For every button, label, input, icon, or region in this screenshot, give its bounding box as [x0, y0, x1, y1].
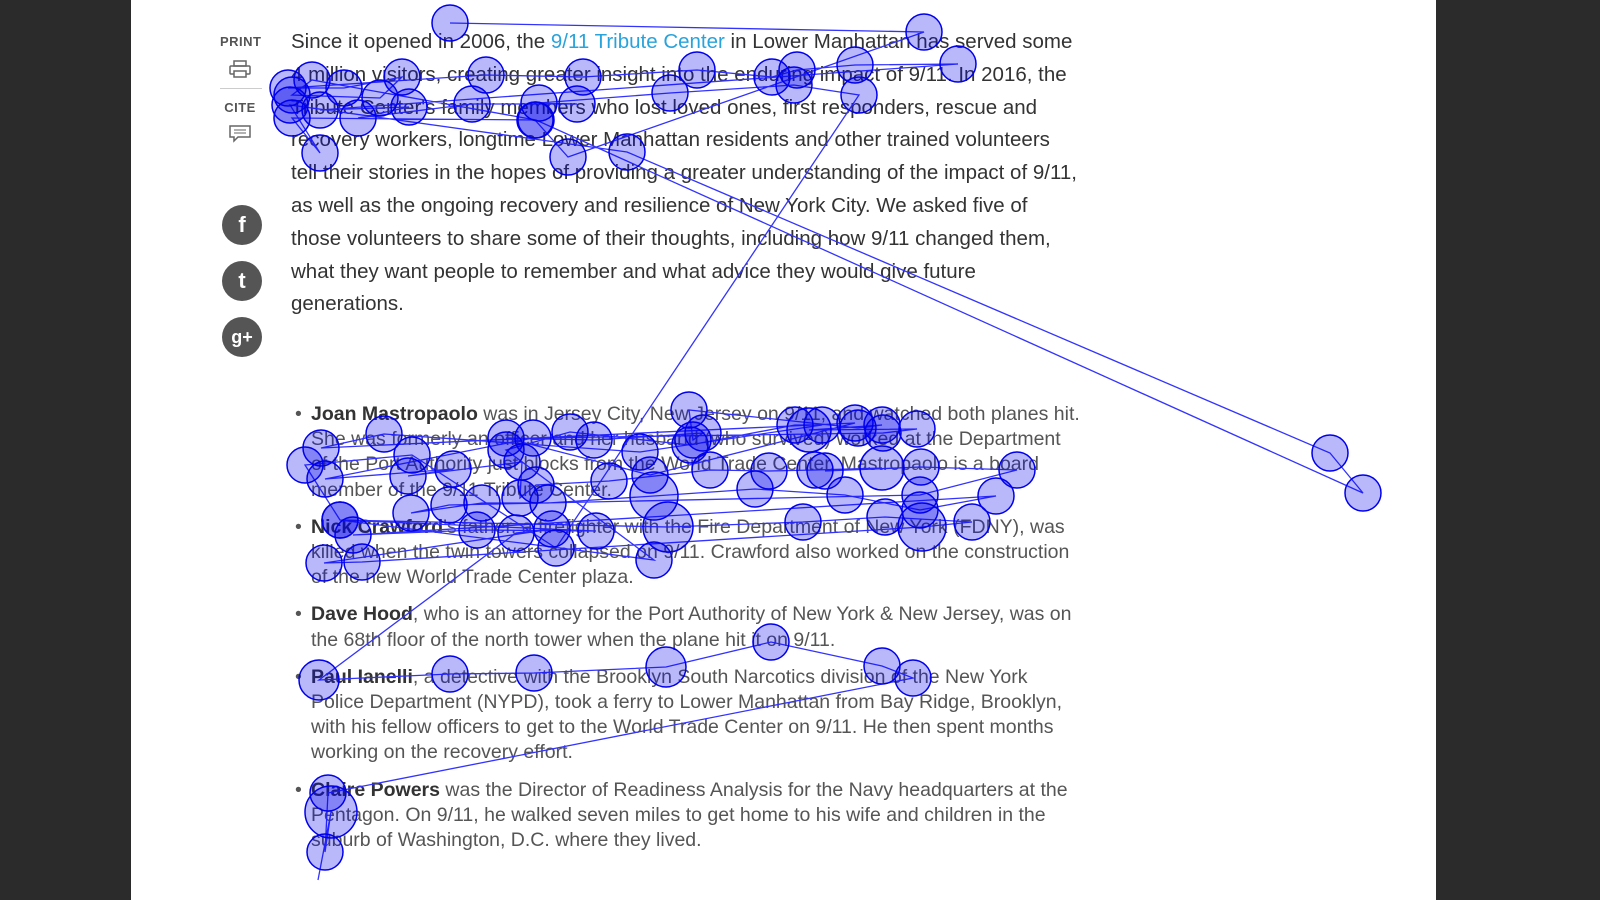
article-intro: Since it opened in 2006, the 9/11 Tribut… — [291, 26, 1081, 321]
person-name: Nick Crawford — [311, 515, 444, 538]
sidebar-divider — [220, 88, 262, 89]
facebook-share-button[interactable]: f — [222, 205, 262, 245]
twitter-icon: t — [238, 268, 246, 293]
list-item: Dave Hood, who is an attorney for the Po… — [291, 602, 1081, 652]
facebook-icon: f — [238, 212, 246, 237]
person-desc: , who is an attorney for the Port Author… — [311, 603, 1072, 651]
person-name: Joan Mastropaolo — [311, 403, 478, 425]
volunteer-list: Joan Mastropaolo was in Jersey City, New… — [291, 402, 1081, 865]
person-desc: , a detective with the Brooklyn South Na… — [311, 665, 1063, 764]
google-plus-icon: g+ — [231, 326, 253, 347]
list-item: Paul Ianelli, a detective with the Brook… — [291, 665, 1081, 766]
intro-text-cont: in Lower Manhattan has served some 4 mil… — [291, 30, 1077, 316]
tribute-center-link[interactable]: 9/11 Tribute Center — [550, 30, 725, 53]
person-name: Claire Powers — [311, 778, 440, 801]
list-item: Claire Powers was the Director of Readin… — [291, 778, 1081, 854]
person-name: Paul Ianelli — [311, 665, 413, 688]
list-item: Nick Crawford's father, a firefighter wi… — [291, 515, 1081, 591]
printer-icon[interactable] — [229, 60, 251, 78]
print-label[interactable]: PRINT — [220, 34, 262, 49]
person-name: Dave Hood — [311, 603, 413, 626]
google-plus-share-button[interactable]: g+ — [222, 317, 262, 357]
comment-icon[interactable] — [229, 125, 251, 143]
cite-label[interactable]: CITE — [224, 100, 256, 115]
list-item: Joan Mastropaolo was in Jersey City, New… — [291, 402, 1081, 503]
twitter-share-button[interactable]: t — [222, 261, 262, 301]
intro-text: Since it opened in 2006, the — [291, 30, 551, 53]
